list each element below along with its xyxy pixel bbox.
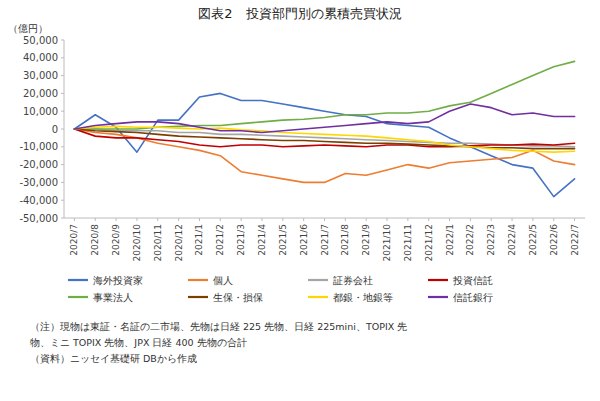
legend-label: 個人 xyxy=(213,275,233,286)
x-tick xyxy=(241,218,242,221)
x-tick-label: 2021/1 xyxy=(194,224,204,256)
y-tick-label: -10,000 xyxy=(19,141,58,152)
y-axis-label: （億円） xyxy=(8,23,48,34)
series-line xyxy=(74,129,574,147)
y-tick-label: -30,000 xyxy=(19,177,58,188)
y-tick-label: -50,000 xyxy=(19,213,58,224)
x-tick-label: 2021/6 xyxy=(299,224,309,256)
title: 図表2 投資部門別の累積売買状況 xyxy=(198,6,401,21)
notes: （注）現物は東証・名証の二市場、先物は日経 225 先物、日経 225mini、… xyxy=(30,321,407,364)
legend: 海外投資家 個人 証券会社 投資信託事業法人 生保・損保 都銀・地銀等 信託銀行 xyxy=(68,275,493,303)
x-tick xyxy=(157,218,158,221)
x-tick xyxy=(470,218,471,221)
y-tick-label: -40,000 xyxy=(19,195,58,206)
series-line xyxy=(74,61,574,129)
x-tick xyxy=(387,218,388,221)
x-tick xyxy=(178,218,179,221)
x-tick-label: 2021/10 xyxy=(382,224,392,262)
series-line xyxy=(74,104,574,132)
legend-swatch xyxy=(68,296,88,298)
x-tick-label: 2020/9 xyxy=(111,224,121,256)
x-tick xyxy=(345,218,346,221)
x-tick xyxy=(491,218,492,221)
x-tick xyxy=(199,218,200,221)
y-axis-line xyxy=(64,40,65,218)
x-tick-label: 2022/4 xyxy=(507,224,517,256)
x-tick-label: 2020/12 xyxy=(174,224,184,261)
series-line xyxy=(74,129,574,149)
x-tick xyxy=(220,218,221,221)
x-tick xyxy=(428,218,429,221)
legend-label: 証券会社 xyxy=(333,275,373,286)
x-tick xyxy=(532,218,533,221)
legend-label: 投資信託 xyxy=(452,275,493,286)
x-tick-label: 2021/12 xyxy=(424,224,434,261)
x-tick xyxy=(116,218,117,221)
x-tick xyxy=(303,218,304,221)
x-tick-label: 2022/7 xyxy=(570,224,580,256)
x-tick-label: 2020/10 xyxy=(132,224,142,262)
x-tick xyxy=(74,218,75,221)
legend-label: 信託銀行 xyxy=(453,292,493,303)
x-tick-label: 2021/8 xyxy=(340,224,350,256)
x-tick-label: 2022/3 xyxy=(486,224,496,256)
x-tick-label: 2022/2 xyxy=(465,224,475,256)
x-tick xyxy=(574,218,575,221)
x-tick-label: 2020/11 xyxy=(153,224,163,261)
y-tick-label: 40,000 xyxy=(23,52,58,63)
x-tick xyxy=(407,218,408,221)
chart: 図表2 投資部門別の累積売買状況 （億円） -50,000 -40,000 -30,00… xyxy=(0,0,600,401)
note: （注）現物は東証・名証の二市場、先物は日経 225 先物、日経 225mini、… xyxy=(30,321,407,332)
x-tick-label: 2021/5 xyxy=(278,224,288,256)
y-tick-label: 30,000 xyxy=(23,70,58,81)
x-tick xyxy=(366,218,367,221)
y-tick-label: 0 xyxy=(52,124,58,135)
y-axis: -50,000 -40,000 -30,000 -20,000 -10,000 0 10,0… xyxy=(19,35,64,224)
legend-swatch xyxy=(188,296,208,298)
legend-swatch xyxy=(308,296,328,298)
y-tick-label: -20,000 xyxy=(19,159,58,170)
plot-area xyxy=(74,61,574,196)
x-tick xyxy=(261,218,262,221)
y-tick-label: 10,000 xyxy=(23,106,58,117)
legend-label: 生保・損保 xyxy=(213,292,263,303)
legend-label: 海外投資家 xyxy=(93,275,143,286)
note: （資料）ニッセイ基礎研 DBから作成 xyxy=(30,353,197,364)
x-tick xyxy=(136,218,137,221)
x-tick-label: 2020/7 xyxy=(69,224,79,256)
x-tick-label: 2021/9 xyxy=(361,224,371,256)
x-axis: 2020/7 2020/8 2020/9 2020/10 2020/11 2020/12 2… xyxy=(69,218,579,261)
y-tick-label: 50,000 xyxy=(23,35,58,46)
x-tick xyxy=(449,218,450,221)
note: 物、ミニ TOPIX 先物、JPX 日経 400 先物の合計 xyxy=(30,337,247,348)
series-line xyxy=(74,93,574,196)
legend-label: 事業法人 xyxy=(93,292,133,303)
x-tick-label: 2021/2 xyxy=(215,224,225,256)
x-tick-label: 2021/4 xyxy=(257,224,267,256)
x-tick xyxy=(324,218,325,221)
x-tick xyxy=(512,218,513,221)
series-line xyxy=(74,129,574,182)
x-tick-label: 2021/11 xyxy=(403,224,413,261)
legend-swatch xyxy=(188,279,208,281)
series-line xyxy=(74,129,574,147)
x-tick-label: 2022/1 xyxy=(445,224,455,256)
x-tick xyxy=(553,218,554,221)
series-line xyxy=(74,126,574,152)
x-tick-label: 2021/3 xyxy=(236,224,246,256)
x-tick xyxy=(95,218,96,221)
x-tick xyxy=(282,218,283,221)
legend-swatch xyxy=(68,279,88,281)
legend-swatch xyxy=(428,296,448,298)
x-tick-label: 2022/5 xyxy=(528,224,538,256)
legend-label: 都銀・地銀等 xyxy=(333,292,393,303)
x-tick-label: 2020/8 xyxy=(90,224,100,256)
y-tick-label: 20,000 xyxy=(23,88,58,99)
x-tick-label: 2021/7 xyxy=(320,224,330,256)
legend-swatch xyxy=(428,279,448,281)
x-tick-label: 2022/6 xyxy=(549,224,559,256)
legend-swatch xyxy=(308,279,328,281)
